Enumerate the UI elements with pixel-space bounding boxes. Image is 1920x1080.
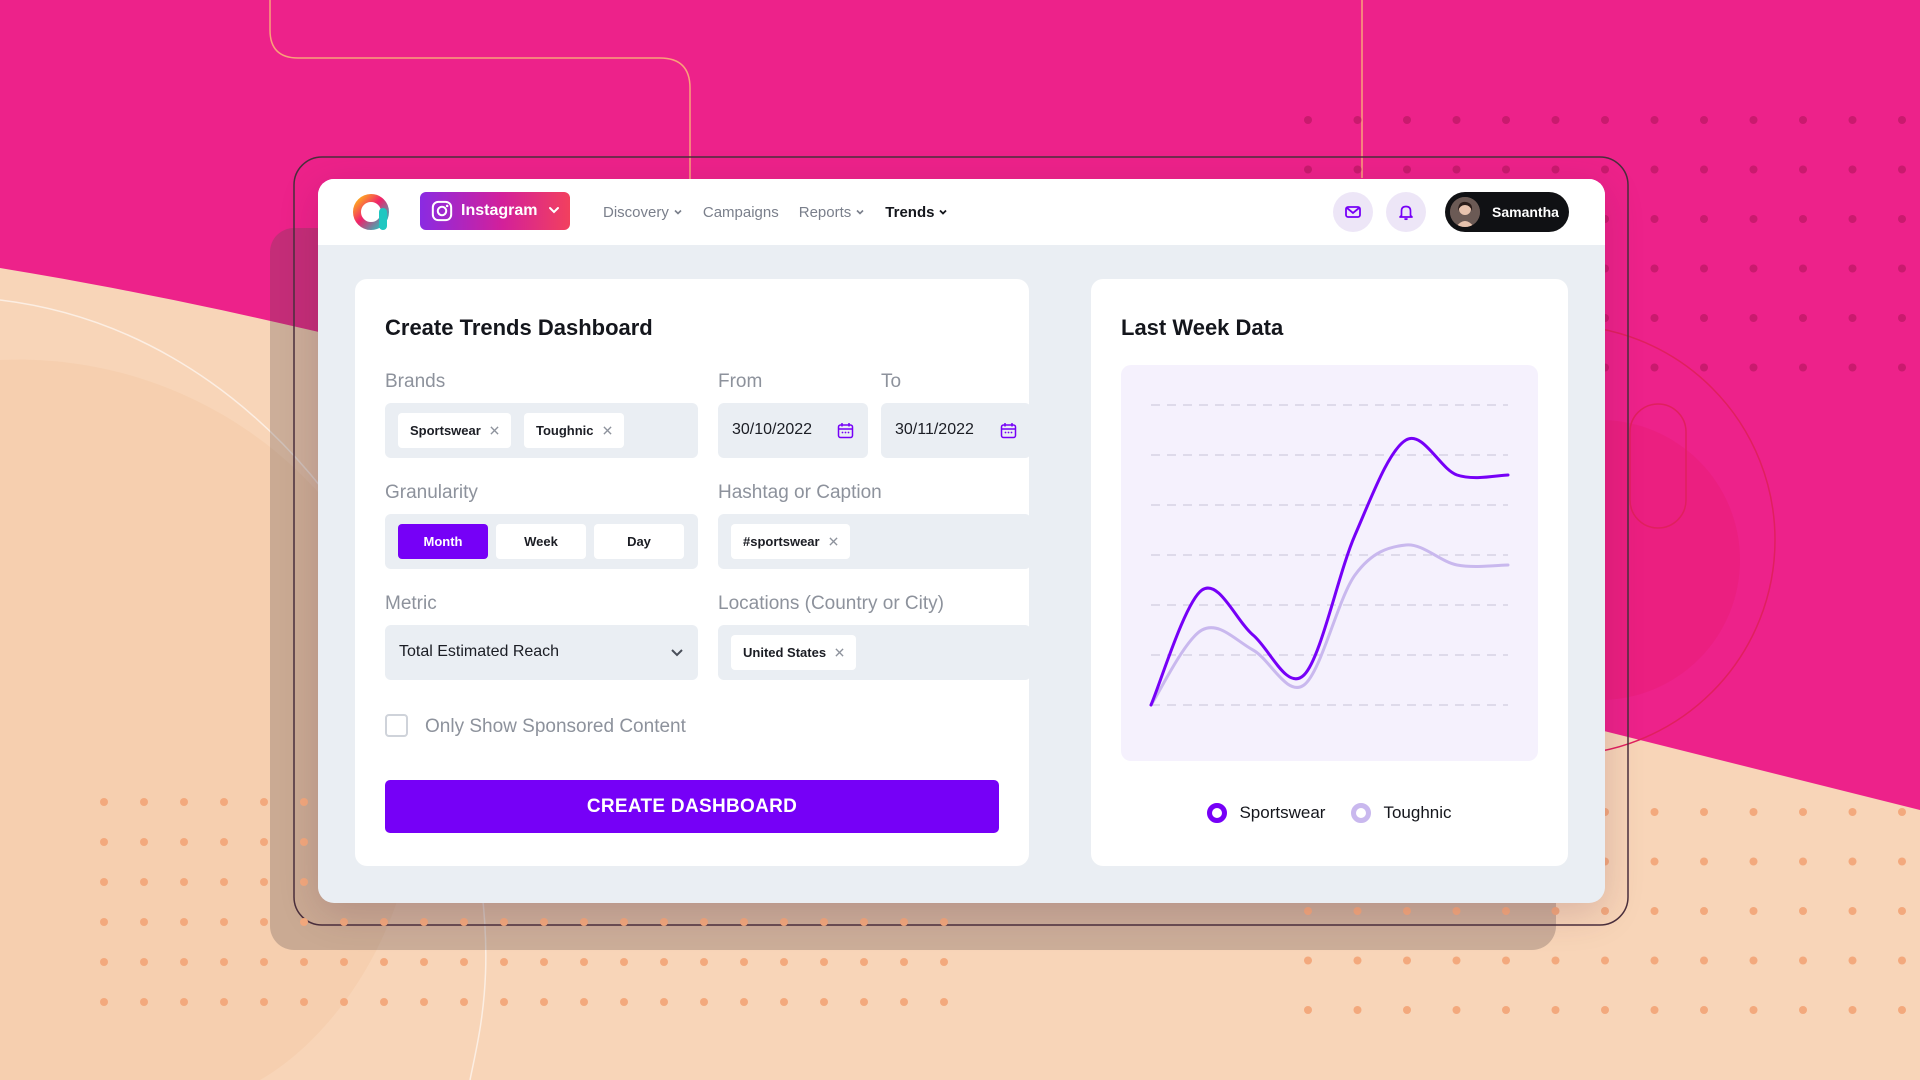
legend-item-sportswear[interactable]: Sportswear — [1207, 803, 1325, 823]
granularity-week[interactable]: Week — [496, 524, 586, 559]
app-logo[interactable] — [353, 192, 393, 232]
brands-label: Brands — [385, 371, 446, 392]
mail-icon — [1345, 206, 1361, 218]
chevron-down-icon — [671, 649, 683, 657]
chevron-down-icon — [856, 209, 864, 215]
legend-label: Sportswear — [1239, 803, 1326, 822]
locations-field[interactable]: United States — [718, 625, 1031, 680]
granularity-field: Month Week Day — [385, 514, 698, 569]
user-name: Samantha — [1492, 204, 1559, 220]
brands-field[interactable]: Sportswear Toughnic — [385, 403, 698, 458]
from-date-value: 30/10/2022 — [732, 421, 813, 438]
metric-select[interactable]: Total Estimated Reach — [385, 625, 698, 680]
platform-label: Instagram — [461, 202, 538, 219]
user-menu[interactable]: Samantha — [1445, 192, 1569, 232]
chip-label: Toughnic — [536, 423, 594, 438]
app-window: Instagram Discovery Campaigns Reports Tr… — [318, 179, 1605, 903]
brand-chip: Sportswear — [398, 413, 511, 448]
chevron-down-icon — [939, 209, 948, 215]
close-icon[interactable] — [602, 426, 612, 435]
nav-campaigns[interactable]: Campaigns — [703, 204, 779, 221]
chip-label: #sportswear — [743, 534, 820, 549]
close-icon[interactable] — [490, 426, 499, 435]
chevron-down-icon — [549, 207, 559, 214]
line-chart — [1149, 404, 1510, 707]
hashtag-label: Hashtag or Caption — [718, 482, 882, 503]
chevron-down-icon — [674, 209, 682, 215]
series-line-toughnic — [1149, 543, 1510, 707]
nav-reports[interactable]: Reports — [799, 204, 866, 221]
calendar-icon[interactable] — [1000, 422, 1017, 439]
sponsored-label: Only Show Sponsored Content — [425, 716, 686, 737]
top-navbar: Instagram Discovery Campaigns Reports Tr… — [318, 179, 1605, 245]
granularity-label: Granularity — [385, 482, 478, 503]
notifications-button[interactable] — [1386, 192, 1426, 232]
chart-area — [1121, 365, 1538, 761]
nav-trends[interactable]: Trends — [885, 204, 948, 221]
hashtag-chip: #sportswear — [731, 524, 850, 559]
last-week-chart-card: Last Week Data Sportswear Toughnic — [1091, 279, 1568, 866]
calendar-icon[interactable] — [837, 422, 854, 439]
avatar — [1450, 197, 1480, 227]
chart-title: Last Week Data — [1121, 315, 1284, 340]
main-nav: Discovery Campaigns Reports Trends — [603, 179, 968, 245]
to-date-field[interactable]: 30/11/2022 — [881, 403, 1031, 458]
brand-chip: Toughnic — [524, 413, 624, 448]
metric-label: Metric — [385, 593, 437, 614]
close-icon[interactable] — [835, 648, 844, 657]
chart-legend: Sportswear Toughnic — [1091, 803, 1568, 823]
create-dashboard-button[interactable]: CREATE DASHBOARD — [385, 780, 999, 833]
nav-reports-label: Reports — [798, 203, 852, 221]
bell-icon — [1399, 205, 1413, 221]
create-dashboard-card: Create Trends Dashboard Brands Sportswea… — [355, 279, 1031, 866]
legend-marker — [1351, 803, 1372, 823]
legend-marker — [1207, 803, 1228, 823]
form-title: Create Trends Dashboard — [385, 315, 653, 340]
from-date-field[interactable]: 30/10/2022 — [718, 403, 868, 458]
metric-value: Total Estimated Reach — [399, 643, 560, 660]
nav-discovery-label: Discovery — [603, 203, 669, 221]
locations-label: Locations (Country or City) — [718, 593, 944, 614]
nav-campaigns-label: Campaigns — [702, 203, 779, 221]
location-chip: United States — [731, 635, 857, 670]
instagram-icon — [431, 200, 453, 222]
granularity-month[interactable]: Month — [398, 524, 488, 559]
close-icon[interactable] — [829, 537, 838, 546]
series-line-sportswear — [1149, 436, 1510, 707]
chip-label: Sportswear — [410, 423, 481, 438]
legend-item-toughnic[interactable]: Toughnic — [1351, 803, 1452, 823]
granularity-day[interactable]: Day — [594, 524, 684, 559]
to-label: To — [881, 371, 902, 392]
to-date-value: 30/11/2022 — [895, 421, 974, 438]
nav-discovery[interactable]: Discovery — [603, 204, 683, 221]
messages-button[interactable] — [1333, 192, 1373, 232]
chip-label: United States — [743, 645, 827, 660]
platform-selector[interactable]: Instagram — [420, 192, 570, 230]
legend-label: Toughnic — [1383, 803, 1452, 822]
sponsored-checkbox[interactable] — [385, 714, 408, 737]
nav-trends-label: Trends — [885, 203, 935, 221]
from-label: From — [718, 371, 763, 392]
hashtag-field[interactable]: #sportswear — [718, 514, 1031, 569]
